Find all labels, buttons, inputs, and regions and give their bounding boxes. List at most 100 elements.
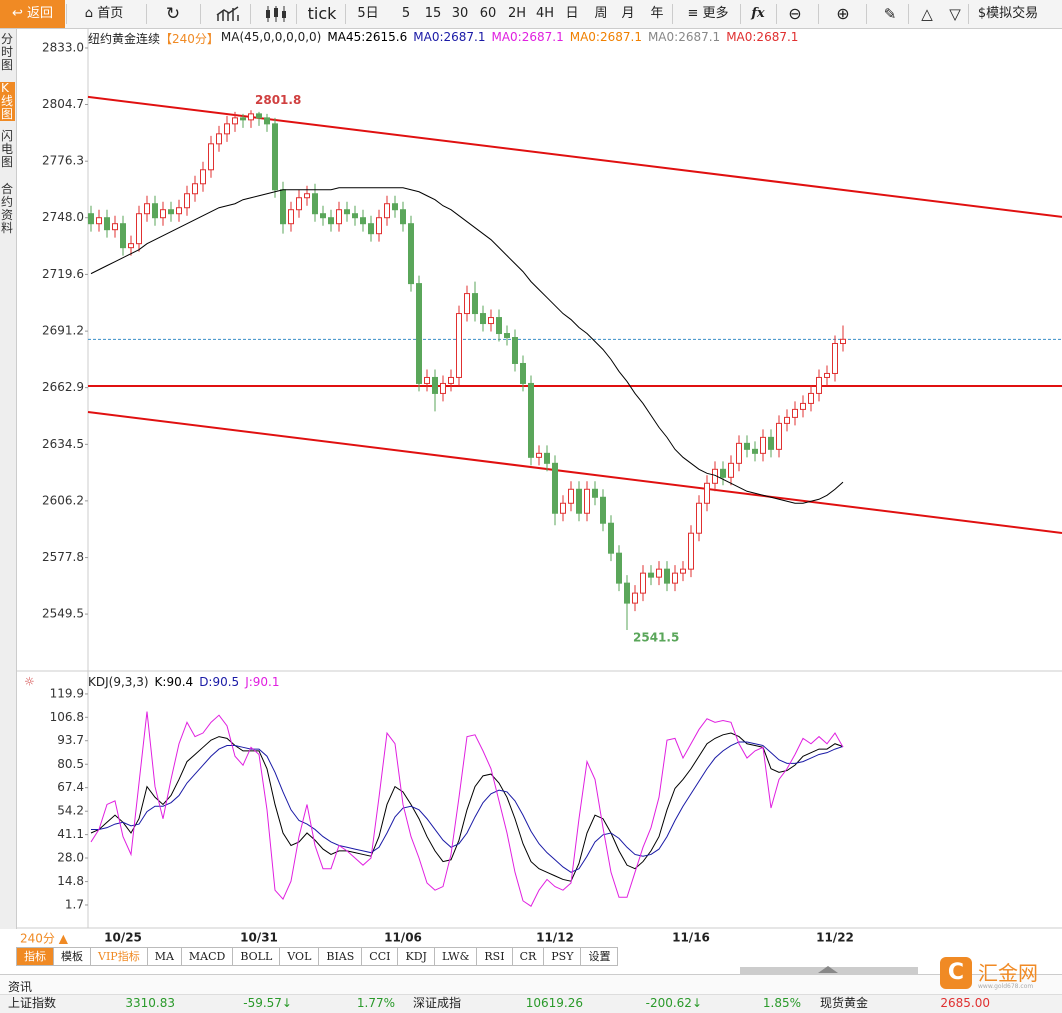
kdj-line <box>90 711 844 907</box>
candle-body <box>768 436 774 450</box>
tab[interactable]: KDJ <box>398 947 435 966</box>
refresh-button[interactable]: ↻ <box>165 4 181 24</box>
period-button[interactable]: 2H <box>507 6 527 21</box>
candle-body <box>136 213 142 245</box>
candle-body <box>736 442 742 464</box>
period-button[interactable]: 5 <box>401 6 411 21</box>
down-button[interactable]: ▽ <box>949 5 961 23</box>
side-tab[interactable]: 合约资料 <box>1 182 14 235</box>
y-tick-label: 2833.0 <box>42 40 84 54</box>
tab-bar: 指标 模板 VIP指标 MA MACD BOLL VOL BIAS CCI KDJ LW& RSI CR… <box>16 947 619 966</box>
candle-body <box>344 209 350 215</box>
tab[interactable]: VIP指标 <box>91 947 148 966</box>
back-button[interactable]: ↩ 返回 <box>0 0 65 28</box>
tab[interactable]: MACD <box>181 947 234 966</box>
draw-button[interactable]: ✎ <box>883 5 897 23</box>
candle-body <box>416 283 422 384</box>
separator <box>250 4 251 24</box>
separator <box>672 4 673 24</box>
scrollbar[interactable] <box>740 966 918 975</box>
side-tab[interactable]: K线图 <box>0 81 15 121</box>
period-button[interactable]: 月 <box>621 6 635 21</box>
y-tick-label: 2577.8 <box>42 550 84 564</box>
candle-body <box>312 193 318 215</box>
x-tick-label: 11/06 <box>384 931 422 945</box>
separator <box>66 4 67 24</box>
home-button[interactable]: ⌂ 首页 <box>84 6 124 21</box>
bar-icon[interactable] <box>216 6 240 22</box>
candle-body <box>200 169 206 185</box>
candle-body <box>376 217 382 235</box>
period-button[interactable]: 周 <box>594 6 608 21</box>
zoom-out[interactable]: ⊖ <box>788 4 802 23</box>
candle-body <box>800 402 806 410</box>
candle-body <box>696 502 702 534</box>
y-tick-label: 80.5 <box>57 757 84 771</box>
candle-body <box>224 123 230 135</box>
y-tick-label: 2776.3 <box>42 154 84 168</box>
candle-icon[interactable] <box>264 5 290 23</box>
more-button[interactable]: ≡ 更多 <box>687 6 729 21</box>
tab[interactable]: VOL <box>280 947 320 966</box>
tab[interactable]: LW& <box>434 947 478 966</box>
separator <box>908 4 909 24</box>
candle-body <box>272 123 278 191</box>
tab[interactable]: 模板 <box>54 947 91 966</box>
period-button[interactable]: tick <box>307 4 337 23</box>
zoom-in[interactable]: ⊕ <box>836 4 850 23</box>
legend: KDJ(9,3,3) K:90.4 D:90.5 J:90.1 <box>88 675 280 689</box>
tab[interactable]: BIAS <box>319 947 363 966</box>
period-button[interactable]: 4H <box>535 6 555 21</box>
candle-body <box>384 203 390 219</box>
y-tick-label: 2719.6 <box>42 267 84 281</box>
candle-body <box>528 382 534 458</box>
candle-body <box>720 468 726 478</box>
side-tab[interactable]: 闪电图 <box>1 129 14 169</box>
tab[interactable]: CR <box>512 947 545 966</box>
max-label: 2801.8 <box>255 93 301 107</box>
logo: C 汇金网 www.gold678.com <box>940 955 1055 993</box>
tab[interactable]: MA <box>147 947 182 966</box>
period-button[interactable]: 60 <box>479 6 497 21</box>
candle-body <box>336 209 342 225</box>
logo-icon: C <box>940 957 972 989</box>
candle-body <box>792 408 798 418</box>
news-label[interactable]: 资讯 <box>8 980 33 994</box>
y-tick-label: 2549.5 <box>42 607 84 621</box>
tab[interactable]: 设置 <box>581 947 619 966</box>
candle-body <box>184 193 190 209</box>
candle-body <box>208 143 214 171</box>
ticker-price: 10619.26 <box>525 996 583 1010</box>
trade-button[interactable]: $模拟交易 <box>977 6 1039 21</box>
period-button[interactable]: 5日 <box>357 6 379 21</box>
tab[interactable]: BOLL <box>233 947 281 966</box>
candle-body <box>672 572 678 584</box>
tab[interactable]: PSY <box>544 947 582 966</box>
candle-body <box>192 183 198 195</box>
period-button[interactable]: 30 <box>451 6 469 21</box>
ticker-name: 深证成指 <box>413 996 462 1010</box>
period-button[interactable]: 15 <box>424 6 442 21</box>
candle-body <box>424 376 430 384</box>
kdj-line <box>90 732 844 882</box>
formula-button[interactable]: fx <box>751 6 765 21</box>
tab[interactable]: 指标 <box>16 947 54 966</box>
legend-item: D:90.5 <box>199 675 240 689</box>
period-button[interactable]: 年 <box>650 6 664 21</box>
ticker: 上证指数 3310.83 -59.57↓ 1.77% 深证成指 10619.26 -200.… <box>0 994 1062 1013</box>
side-tab[interactable]: 分时图 <box>1 32 14 72</box>
period-label[interactable]: 240分 ▲ <box>20 932 69 946</box>
ticker-name: 上证指数 <box>8 996 57 1010</box>
x-tick-label: 11/16 <box>672 931 710 945</box>
candle-body <box>360 217 366 225</box>
candle-body <box>520 362 526 384</box>
separator <box>866 4 867 24</box>
ticker-change: -200.62↓ <box>645 996 702 1010</box>
min-label: 2541.5 <box>633 631 679 645</box>
tab[interactable]: RSI <box>477 947 513 966</box>
period-button[interactable]: 日 <box>565 6 579 21</box>
up-button[interactable]: △ <box>921 5 933 23</box>
candle-body <box>640 572 646 594</box>
candle-body <box>112 223 118 231</box>
tab[interactable]: CCI <box>362 947 399 966</box>
